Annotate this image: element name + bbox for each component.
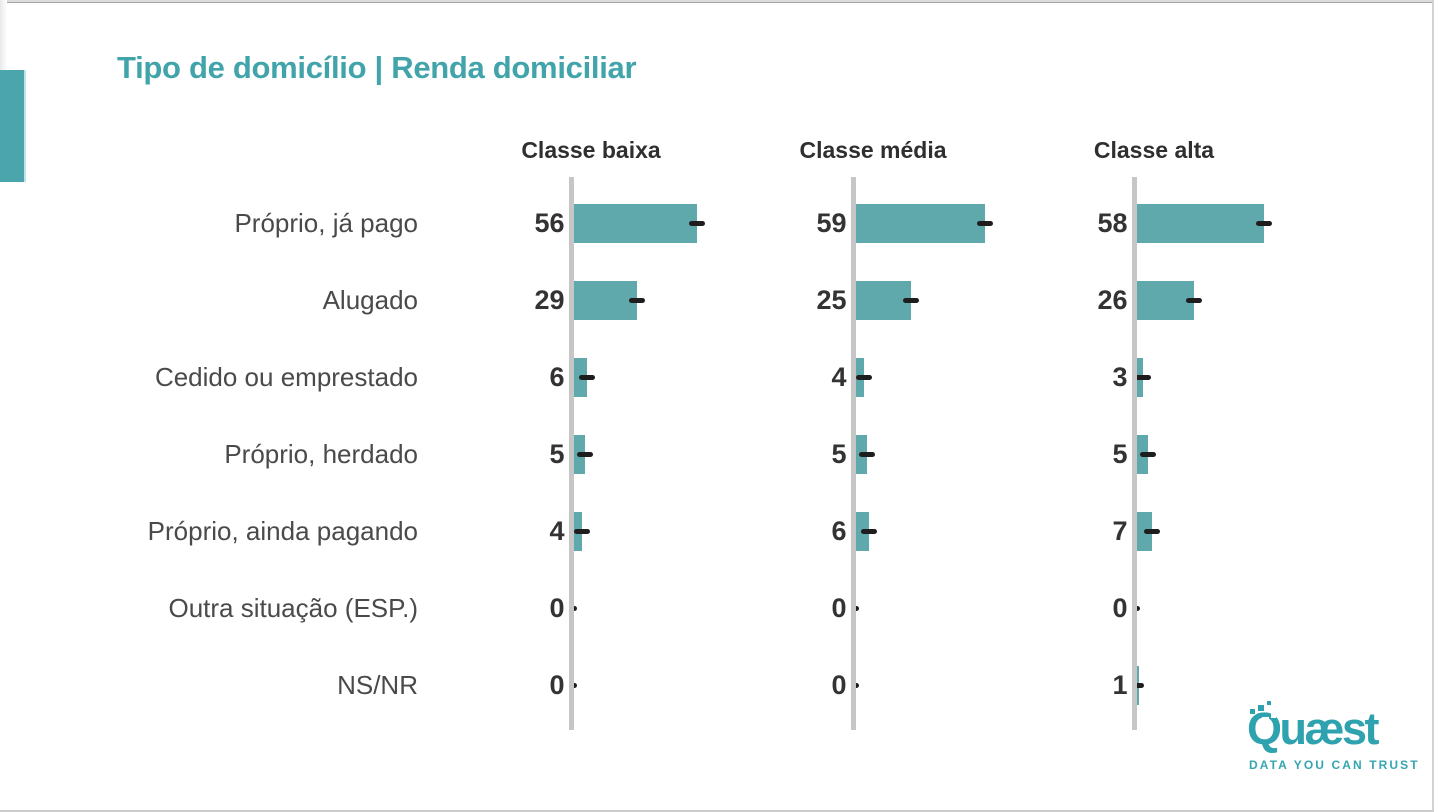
marker-dash-icon <box>570 682 577 688</box>
axis-line <box>850 177 856 730</box>
value-label: 4 <box>549 515 565 546</box>
value-label: 3 <box>1112 361 1128 392</box>
value-label: 0 <box>549 592 565 623</box>
value-label: 5 <box>831 438 847 469</box>
page-title: Tipo de domicílio | Renda domiciliar <box>117 50 637 85</box>
marker-dash-icon <box>1135 374 1152 380</box>
logo-square-icon <box>1250 709 1255 714</box>
value-label: 5 <box>1112 438 1128 469</box>
marker-dash-icon <box>576 451 593 457</box>
bar <box>855 203 986 243</box>
marker-dash-icon <box>1185 297 1202 303</box>
logo-square-icon <box>1262 717 1269 724</box>
marker-dash-icon <box>852 682 859 688</box>
value-label: 29 <box>534 284 565 315</box>
slide-top-border <box>0 0 1434 4</box>
slide-right-border <box>1432 0 1434 812</box>
value-label: 1 <box>1112 669 1128 700</box>
column-header: Classe alta <box>1093 137 1215 163</box>
value-label: 7 <box>1112 515 1128 546</box>
marker-dash-icon <box>1139 451 1156 457</box>
column-header: Classe média <box>799 137 947 163</box>
value-label: 6 <box>831 515 847 546</box>
marker-dash-icon <box>1133 605 1140 611</box>
marker-dash-icon <box>856 374 873 380</box>
marker-dash-icon <box>629 297 646 303</box>
value-label: 58 <box>1097 207 1128 238</box>
marker-dash-icon <box>1256 220 1273 226</box>
value-label: 4 <box>831 361 847 392</box>
value-label: 6 <box>549 361 565 392</box>
value-label: 0 <box>549 669 565 700</box>
value-label: 0 <box>1112 592 1128 623</box>
logo-square-icon <box>1267 701 1271 705</box>
marker-dash-icon <box>860 528 877 534</box>
bar <box>855 280 911 320</box>
slide-left-edge-shadow <box>0 0 7 70</box>
value-label: 0 <box>831 592 847 623</box>
marker-dash-icon <box>902 297 919 303</box>
row-label: Próprio, ainda pagando <box>147 515 418 546</box>
marker-dash-icon <box>688 220 705 226</box>
marker-dash-icon <box>570 605 577 611</box>
marker-dash-icon <box>852 605 859 611</box>
row-label: Cedido ou emprestado <box>154 361 418 392</box>
axis-line <box>1131 177 1137 730</box>
row-label: NS/NR <box>337 669 418 700</box>
bar <box>573 203 697 243</box>
marker-dash-icon <box>578 374 595 380</box>
value-label: 5 <box>549 438 565 469</box>
value-label: 26 <box>1097 284 1128 315</box>
bar <box>1136 203 1265 243</box>
marker-dash-icon <box>1133 682 1144 688</box>
logo-square-icon <box>1258 705 1264 711</box>
quaest-logo: Quæst DATA YOU CAN TRUST <box>1247 701 1418 786</box>
logo-square-icon <box>1271 713 1276 718</box>
bar <box>573 280 638 320</box>
value-label: 25 <box>816 284 847 315</box>
accent-bar <box>0 70 26 182</box>
quaest-tagline: DATA YOU CAN TRUST <box>1249 758 1420 772</box>
value-label: 56 <box>534 207 565 238</box>
slide-bottom-border <box>0 810 1434 812</box>
value-label: 59 <box>816 207 847 238</box>
marker-dash-icon <box>1143 528 1160 534</box>
value-label: 0 <box>831 669 847 700</box>
column-header: Classe baixa <box>521 137 661 163</box>
row-label: Próprio, herdado <box>224 438 418 469</box>
logo-square-icon <box>1266 726 1271 731</box>
row-label: Próprio, já pago <box>234 207 418 238</box>
bar <box>1136 280 1194 320</box>
marker-dash-icon <box>574 528 591 534</box>
row-label: Outra situação (ESP.) <box>168 592 418 623</box>
marker-dash-icon <box>977 220 994 226</box>
marker-dash-icon <box>858 451 875 457</box>
row-label: Alugado <box>322 284 418 315</box>
axis-line <box>568 177 574 730</box>
